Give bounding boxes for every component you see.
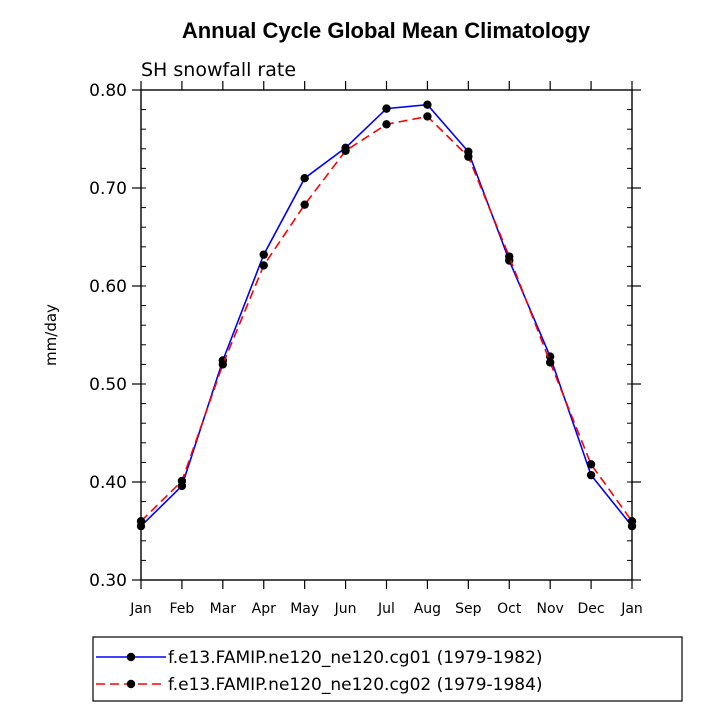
legend-marker <box>126 652 136 662</box>
series-line <box>140 115 633 522</box>
x-tick-label: Oct <box>497 601 522 617</box>
legend: f.e13.FAMIP.ne120_ne120.cg01 (1979-1982)… <box>92 636 683 702</box>
series-1 <box>136 100 637 531</box>
x-tick-label: Jun <box>334 601 357 617</box>
data-point <box>545 358 555 367</box>
data-point <box>382 120 391 129</box>
x-tick-label: Mar <box>210 601 237 617</box>
y-tick-label: 0.60 <box>89 277 127 297</box>
data-point <box>627 517 637 526</box>
chart-title: Annual Cycle Global Mean Climatology <box>182 18 591 43</box>
data-point <box>464 152 473 161</box>
legend-marker <box>126 679 136 689</box>
data-point <box>586 460 596 469</box>
x-tick-label: Feb <box>170 601 195 617</box>
series-layer <box>136 100 637 531</box>
chart-subtitle: SH snowfall rate <box>141 59 296 81</box>
x-tick-label: Jan <box>129 601 152 617</box>
legend-label: f.e13.FAMIP.ne120_ne120.cg01 (1979-1982) <box>168 648 543 668</box>
y-axis-label: mm/day <box>42 304 60 366</box>
x-tick-label: Jul <box>377 601 395 617</box>
y-tick-label: 0.80 <box>89 81 127 101</box>
x-tick-label: Aug <box>414 601 441 617</box>
axis-ticks: 0.30 0.40 0.50 0.60 0.70 0.80 Jan Feb Mar Apr May J… <box>89 81 643 617</box>
legend-label: f.e13.FAMIP.ne120_ne120.cg02 (1979-1984) <box>168 675 543 695</box>
y-tick-label: 0.30 <box>89 571 127 591</box>
data-point <box>341 146 350 155</box>
data-point <box>218 360 228 369</box>
y-tick-label: 0.70 <box>89 179 127 199</box>
data-point <box>545 352 555 361</box>
data-point <box>300 200 309 209</box>
data-point <box>300 174 309 183</box>
series-2 <box>136 112 637 526</box>
x-tick-label: Dec <box>578 601 605 617</box>
x-tick-label: Apr <box>252 601 276 617</box>
x-tick-label: May <box>290 601 319 617</box>
data-point <box>586 470 596 480</box>
data-point <box>382 104 391 113</box>
legend-box <box>92 636 683 702</box>
data-point <box>259 261 268 270</box>
series-line <box>140 103 633 527</box>
data-point <box>423 100 432 109</box>
data-point <box>259 250 268 259</box>
plot-frame <box>140 89 633 581</box>
y-tick-label: 0.50 <box>89 375 127 395</box>
x-tick-label: Sep <box>455 601 482 617</box>
data-point <box>136 517 146 526</box>
y-tick-label: 0.40 <box>89 473 127 493</box>
data-point <box>505 252 514 261</box>
data-point <box>177 476 187 486</box>
data-point <box>423 112 432 121</box>
x-tick-label: Nov <box>537 601 564 617</box>
x-tick-label: Jan <box>620 601 643 617</box>
